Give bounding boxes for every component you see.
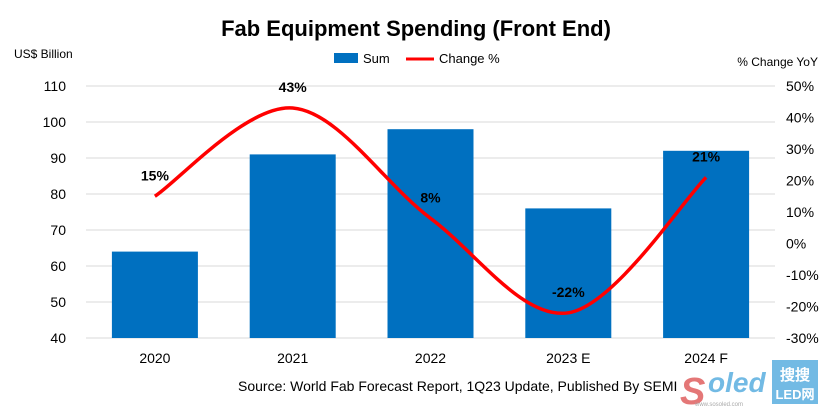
left-tick-label: 70 bbox=[50, 222, 66, 238]
left-tick-label: 40 bbox=[50, 330, 66, 346]
svg-text:LED网: LED网 bbox=[775, 387, 814, 402]
svg-text:搜搜: 搜搜 bbox=[780, 366, 811, 384]
right-tick-label: -10% bbox=[786, 267, 819, 283]
x-tick-label: 2021 bbox=[277, 350, 308, 366]
right-tick-label: -20% bbox=[786, 299, 819, 315]
right-tick-label: 20% bbox=[786, 173, 814, 189]
bar-2022 bbox=[387, 129, 474, 338]
right-axis-label: % Change YoY bbox=[737, 55, 818, 69]
right-tick-label: 0% bbox=[786, 236, 806, 252]
left-tick-label: 80 bbox=[50, 186, 66, 202]
right-tick-label: 10% bbox=[786, 204, 814, 220]
bar-2023e bbox=[525, 208, 612, 338]
svg-text:S: S bbox=[680, 371, 705, 413]
svg-text:www.sosoled.com: www.sosoled.com bbox=[694, 402, 743, 408]
left-axis-label: US$ Billion bbox=[14, 47, 73, 61]
data-label-change: 15% bbox=[141, 167, 170, 183]
right-tick-label: 50% bbox=[786, 78, 814, 94]
x-tick-label: 2023 E bbox=[546, 350, 590, 366]
data-label-change: 8% bbox=[420, 189, 441, 205]
left-tick-label: 60 bbox=[50, 258, 66, 274]
watermark-logo: S oled 搜搜 LED网 www.sosoled.com bbox=[680, 360, 818, 413]
bar-2020 bbox=[111, 251, 198, 338]
left-tick-label: 100 bbox=[43, 114, 67, 130]
change-line bbox=[153, 106, 708, 315]
legend-label-change: Change % bbox=[439, 51, 500, 66]
legend-label-sum: Sum bbox=[363, 51, 390, 66]
x-tick-label: 2020 bbox=[139, 350, 170, 366]
legend: Sum Change % bbox=[334, 51, 500, 66]
bar-2024f bbox=[663, 150, 750, 338]
left-tick-label: 50 bbox=[50, 294, 66, 310]
chart-title: Fab Equipment Spending (Front End) bbox=[221, 16, 611, 41]
data-label-change: 43% bbox=[279, 79, 308, 95]
source-note: Source: World Fab Forecast Report, 1Q23 … bbox=[238, 378, 677, 394]
data-label-change: 21% bbox=[692, 148, 721, 164]
data-label-change: -22% bbox=[552, 284, 585, 300]
right-tick-label: 40% bbox=[786, 110, 814, 126]
x-tick-label: 2022 bbox=[415, 350, 446, 366]
svg-text:oled: oled bbox=[708, 367, 766, 398]
legend-swatch-sum bbox=[334, 53, 358, 63]
right-tick-label: 30% bbox=[786, 141, 814, 157]
left-tick-label: 110 bbox=[44, 78, 67, 94]
x-tick-label: 2024 F bbox=[684, 350, 728, 366]
bar-2021 bbox=[249, 154, 336, 338]
right-tick-label: -30% bbox=[786, 330, 819, 346]
left-tick-label: 90 bbox=[50, 150, 66, 166]
